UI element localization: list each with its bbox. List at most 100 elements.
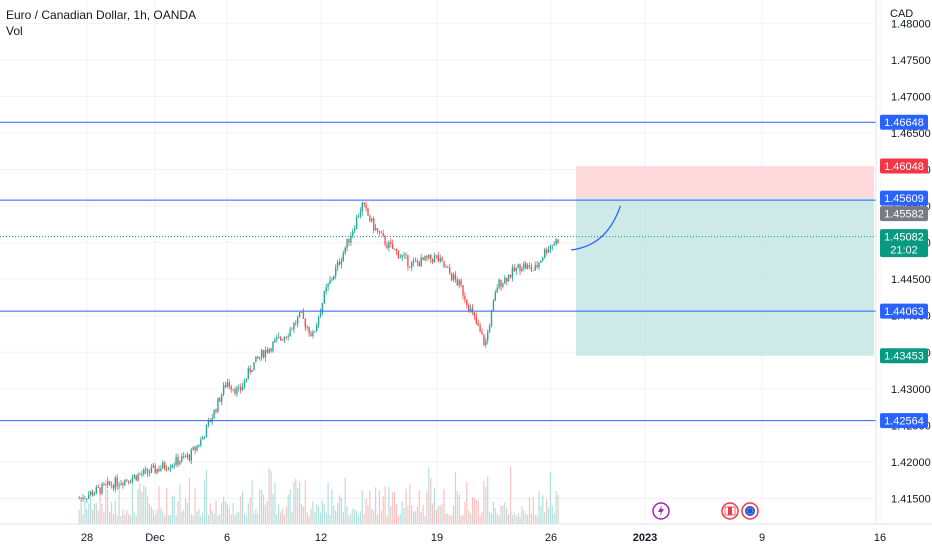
volume-bar: [283, 515, 285, 524]
volume-bar: [487, 476, 489, 524]
volume-bar: [169, 515, 171, 524]
x-tick-label: 16: [874, 532, 886, 544]
candle-body: [507, 274, 510, 282]
horizontal-levels[interactable]: [0, 121, 876, 422]
candle-body: [279, 336, 282, 340]
volume-bar: [202, 512, 204, 524]
projection-curve[interactable]: [571, 205, 622, 251]
price-axis[interactable]: 1.480001.475001.470001.465001.460001.455…: [891, 18, 931, 505]
volume-bar: [175, 515, 177, 524]
candle-body: [287, 336, 289, 337]
volume-bar: [321, 500, 323, 524]
volume-bar: [509, 466, 512, 524]
candle-body: [376, 228, 379, 232]
candle-body: [236, 387, 238, 394]
candle-body: [99, 487, 101, 494]
candle-body: [222, 385, 225, 395]
candle-body: [534, 265, 536, 271]
volume-bar: [369, 490, 371, 524]
volume-bar: [357, 515, 360, 524]
volume-bar: [291, 511, 293, 524]
candle-body: [173, 465, 175, 466]
candle-body: [374, 228, 377, 231]
level-price-tag-bg: [880, 206, 928, 222]
currency-label: CAD: [890, 8, 914, 20]
volume-bar: [261, 490, 263, 524]
volume-bar: [490, 513, 493, 524]
volume-bar: [413, 511, 415, 524]
volume-bar: [97, 510, 99, 524]
volume-bar: [171, 496, 173, 524]
candle-body: [422, 257, 424, 261]
volume-bar: [502, 505, 504, 524]
candle-body: [238, 387, 240, 389]
canada-flag-event-icon[interactable]: [721, 502, 739, 520]
volume-bar: [243, 513, 246, 524]
volume-bar: [78, 510, 80, 524]
stop-loss-zone[interactable]: [576, 166, 874, 199]
candle-body: [124, 479, 126, 486]
volume-bar: [473, 497, 475, 524]
y-tick-label: 1.47000: [891, 91, 931, 103]
candle-body: [344, 247, 346, 254]
candle-body: [194, 447, 196, 451]
y-tick-label: 1.47500: [891, 55, 931, 67]
volume-bar: [90, 491, 92, 524]
volume-bar: [553, 513, 555, 524]
volume-bar: [160, 508, 162, 524]
volume-bar: [534, 514, 536, 524]
candle-body: [325, 287, 327, 292]
candle-body: [445, 267, 447, 268]
volume-bar: [259, 489, 261, 524]
candle-body: [449, 267, 451, 274]
candle-body: [278, 336, 280, 338]
volume-bar: [409, 484, 411, 524]
candle-body: [319, 312, 322, 318]
volume-bar: [319, 512, 322, 524]
volume-bar: [249, 497, 251, 524]
volume-bar: [245, 515, 247, 524]
volume-bar: [517, 513, 519, 524]
chart-title[interactable]: Euro / Canadian Dollar, 1h, OANDA: [6, 8, 197, 22]
volume-bar: [120, 515, 122, 524]
level-price-tag-bg: [880, 413, 928, 429]
candle-body: [298, 312, 301, 318]
candle-body: [405, 254, 407, 256]
candle-body: [192, 447, 194, 450]
candle-body: [259, 357, 261, 359]
candle-body: [430, 254, 432, 260]
volume-bar: [555, 491, 557, 524]
candle-body: [145, 468, 147, 470]
volume-indicator-label[interactable]: Vol: [6, 24, 23, 38]
dividend-event-icon[interactable]: [652, 502, 670, 520]
volume-bar: [217, 515, 219, 524]
candle-body: [498, 279, 500, 288]
volume-bar: [91, 509, 94, 524]
candle-body: [333, 276, 335, 280]
volume-bar: [504, 502, 506, 524]
candle-body: [528, 265, 531, 267]
last-price-tag: 1.45082: [884, 232, 924, 244]
candle-body: [382, 233, 384, 236]
volume-bar: [145, 487, 147, 524]
volume-bar: [185, 498, 187, 524]
candle-body: [143, 469, 145, 475]
volume-bar: [344, 477, 346, 524]
candle-body: [492, 300, 495, 311]
candle-body: [471, 308, 474, 313]
candle-body: [228, 382, 230, 387]
volume-bar: [211, 510, 213, 524]
candle-body: [496, 287, 498, 293]
time-axis[interactable]: 28 Dec 6 12 19 26 2023 9 16: [81, 532, 886, 544]
candle-body: [177, 456, 179, 465]
take-profit-zone[interactable]: [576, 198, 874, 356]
y-tick-label: 1.48000: [891, 18, 931, 30]
eu-flag-event-icon[interactable]: [741, 502, 759, 520]
volume-bar: [141, 491, 143, 524]
event-icons[interactable]: [652, 502, 759, 520]
volume-bar: [158, 486, 160, 524]
volume-bar: [420, 512, 422, 524]
volume-bar: [466, 481, 468, 524]
candle-body: [133, 475, 135, 478]
